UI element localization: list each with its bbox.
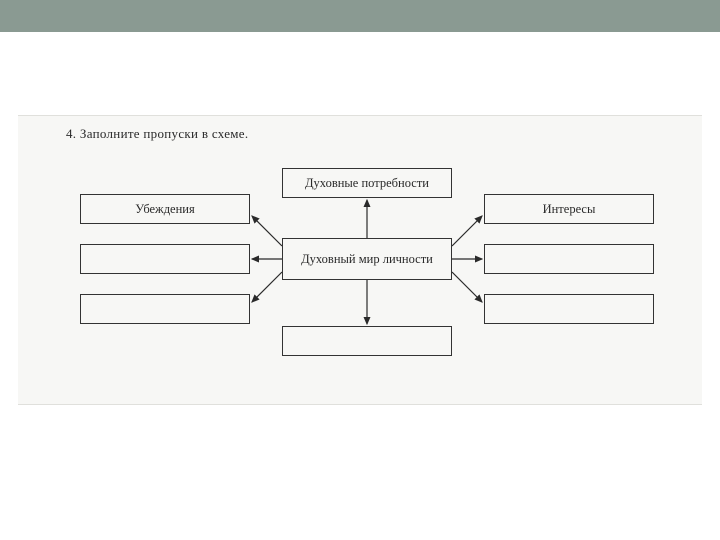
left-node-2[interactable] [80, 244, 250, 274]
right-node-1-label: Интересы [543, 201, 596, 217]
top-node-label: Духовные потребности [305, 175, 429, 191]
task-number: 4. [66, 126, 76, 141]
task-text: Заполните пропуски в схеме. [80, 126, 249, 141]
left-node-1: Убеждения [80, 194, 250, 224]
right-node-2[interactable] [484, 244, 654, 274]
left-node-3[interactable] [80, 294, 250, 324]
bottom-node[interactable] [282, 326, 452, 356]
worksheet-page: 4. Заполните пропуски в схеме. Духовный … [18, 115, 702, 405]
top-node: Духовные потребности [282, 168, 452, 198]
center-node-label: Духовный мир личности [301, 251, 433, 267]
task-label: 4. Заполните пропуски в схеме. [66, 126, 248, 142]
right-node-3[interactable] [484, 294, 654, 324]
right-node-1: Интересы [484, 194, 654, 224]
top-bar [0, 0, 720, 32]
center-node: Духовный мир личности [282, 238, 452, 280]
left-node-1-label: Убеждения [135, 201, 194, 217]
